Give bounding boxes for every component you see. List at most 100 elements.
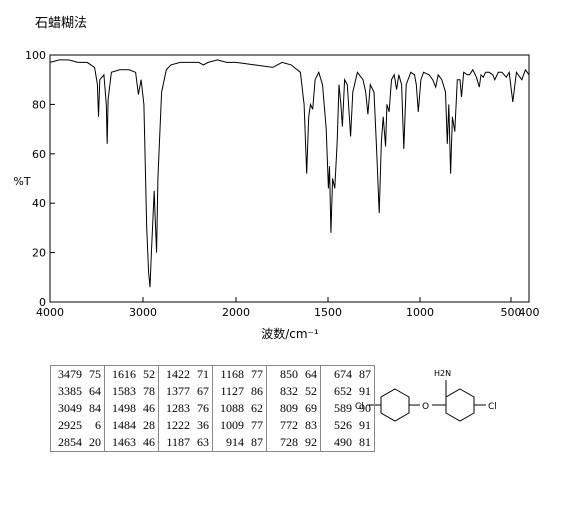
wavenumber: 1009 — [220, 418, 244, 432]
table-row: 3385 64 1583 78 1377 67 1127 86 832 52 652 91 — [50, 383, 375, 400]
wavenumber: 1283 — [166, 401, 190, 415]
peak-cell: 2925 6 — [50, 417, 105, 434]
wavenumber: 772 — [280, 418, 298, 432]
wavenumber: 1168 — [220, 367, 244, 381]
x-tick-label: 1500 — [314, 306, 342, 319]
chart-title: 石蜡糊法 — [35, 15, 87, 31]
y-tick-label: 100 — [25, 49, 46, 62]
transmittance: 90 — [359, 401, 371, 415]
transmittance: 91 — [359, 384, 371, 398]
y-tick-label: 60 — [32, 148, 46, 161]
transmittance: 77 — [251, 418, 263, 432]
table-row: 3479 75 1616 52 1422 71 1168 77 850 64 674 87 — [50, 365, 375, 383]
x-axis-label: 波数/cm⁻¹ — [261, 326, 319, 341]
peak-cell: 3479 75 — [50, 365, 105, 383]
x-tick-label: 2000 — [222, 306, 250, 319]
y-tick-label: 20 — [32, 247, 46, 260]
peak-cell: 652 91 — [320, 383, 375, 400]
wavenumber: 652 — [334, 384, 352, 398]
wavenumber: 1583 — [112, 384, 136, 398]
wavenumber: 2854 — [58, 435, 82, 449]
x-tick-label: 400 — [519, 306, 540, 319]
peak-cell: 1422 71 — [158, 365, 213, 383]
transmittance: 75 — [89, 367, 101, 381]
peak-cell: 490 81 — [320, 434, 375, 452]
peak-cell: 1498 46 — [104, 400, 159, 417]
table-row: 2854 20 1463 46 1187 63 914 87 728 92 490 81 — [50, 434, 375, 452]
peak-cell: 1127 86 — [212, 383, 267, 400]
transmittance: 52 — [305, 384, 317, 398]
wavenumber: 526 — [334, 418, 352, 432]
wavenumber: 2925 — [58, 418, 82, 432]
peak-cell: 914 87 — [212, 434, 267, 452]
x-tick-label: 1000 — [406, 306, 434, 319]
y-tick-label: 40 — [32, 197, 46, 210]
peak-cell: 1187 63 — [158, 434, 213, 452]
y-tick-label: 0 — [39, 296, 46, 309]
peak-cell: 2854 20 — [50, 434, 105, 452]
peak-cell: 1484 28 — [104, 417, 159, 434]
transmittance: 86 — [251, 384, 263, 398]
transmittance: 62 — [251, 401, 263, 415]
transmittance: 67 — [197, 384, 209, 398]
transmittance: 63 — [197, 435, 209, 449]
wavenumber: 1463 — [112, 435, 136, 449]
atom-label: H2N — [434, 369, 451, 378]
transmittance: 69 — [305, 401, 317, 415]
atom-label: Cl — [488, 402, 497, 412]
x-tick-label: 3000 — [129, 306, 157, 319]
wavenumber: 1187 — [166, 435, 190, 449]
wavenumber: 3479 — [58, 367, 82, 381]
wavenumber: 674 — [334, 367, 352, 381]
wavenumber: 1498 — [112, 401, 136, 415]
spectrum-line — [49, 59, 530, 288]
structure — [367, 380, 486, 422]
peak-cell: 3049 84 — [50, 400, 105, 417]
wavenumber: 3385 — [58, 384, 82, 398]
wavenumber: 1377 — [166, 384, 190, 398]
transmittance: 87 — [359, 367, 371, 381]
transmittance: 84 — [89, 401, 101, 415]
peak-cell: 850 64 — [266, 365, 321, 383]
wavenumber: 589 — [334, 401, 352, 415]
peak-cell: 3385 64 — [50, 383, 105, 400]
wavenumber: 1616 — [112, 367, 136, 381]
transmittance: 71 — [197, 367, 209, 381]
transmittance: 46 — [143, 435, 155, 449]
peak-cell: 1377 67 — [158, 383, 213, 400]
transmittance: 81 — [359, 435, 371, 449]
transmittance: 28 — [143, 418, 155, 432]
peak-table: 3479 75 1616 52 1422 71 1168 77 850 64 674 87 3385 64… — [50, 365, 375, 452]
peak-cell: 728 92 — [266, 434, 321, 452]
transmittance: 76 — [197, 401, 209, 415]
wavenumber: 914 — [226, 435, 244, 449]
peak-cell: 832 52 — [266, 383, 321, 400]
peak-cell: 1222 36 — [158, 417, 213, 434]
transmittance: 78 — [143, 384, 155, 398]
peak-cell: 1616 52 — [104, 365, 159, 383]
transmittance: 64 — [305, 367, 317, 381]
peak-cell: 1009 77 — [212, 417, 267, 434]
transmittance: 46 — [143, 401, 155, 415]
transmittance: 83 — [305, 418, 317, 432]
ring — [380, 388, 410, 422]
wavenumber: 3049 — [58, 401, 82, 415]
x-tick-label: 500 — [501, 306, 522, 319]
wavenumber: 728 — [280, 435, 298, 449]
transmittance: 36 — [197, 418, 209, 432]
wavenumber: 1422 — [166, 367, 190, 381]
peak-cell: 772 83 — [266, 417, 321, 434]
wavenumber: 832 — [280, 384, 298, 398]
y-axis-label: %T — [13, 175, 30, 188]
peak-cell: 674 87 — [320, 365, 375, 383]
table-row: 3049 84 1498 46 1283 76 1088 62 809 69 589 90 — [50, 400, 375, 417]
wavenumber: 1484 — [112, 418, 136, 432]
ring — [445, 388, 475, 422]
transmittance: 92 — [305, 435, 317, 449]
peak-cell: 1283 76 — [158, 400, 213, 417]
wavenumber: 1127 — [220, 384, 244, 398]
peak-cell: 809 69 — [266, 400, 321, 417]
transmittance: 64 — [89, 384, 101, 398]
y-tick-label: 80 — [32, 98, 46, 111]
